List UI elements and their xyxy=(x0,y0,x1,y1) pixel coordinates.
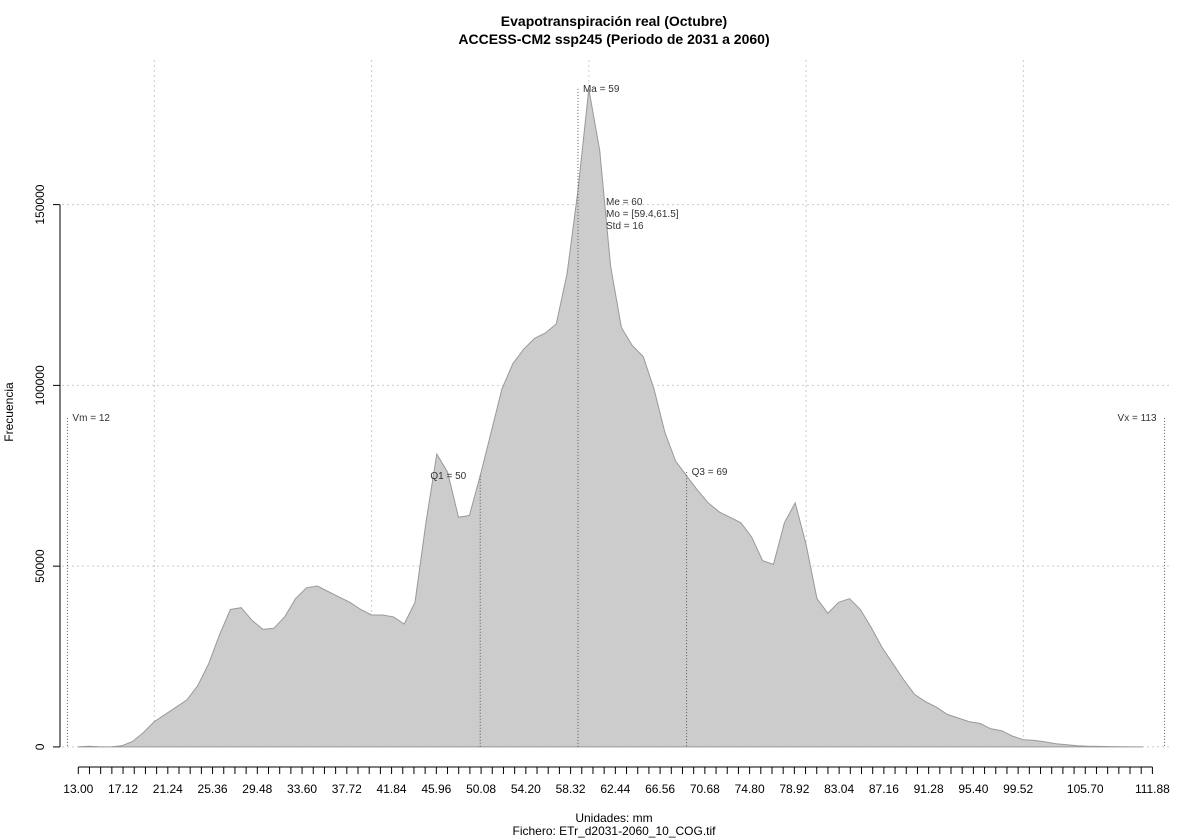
y-tick-label: 50000 xyxy=(33,549,47,583)
density-fill xyxy=(77,88,1145,748)
x-tick-label: 87.16 xyxy=(869,782,899,796)
stat-median: Me = 60 xyxy=(606,197,643,208)
y-tick-label: 150000 xyxy=(33,184,47,224)
y-tick-label: 100000 xyxy=(33,365,47,405)
reference-labels: Vm = 12 Q1 = 50 Ma = 59 Q3 = 69 Vx = 113 xyxy=(72,84,1157,482)
x-tick-label: 50.08 xyxy=(466,782,496,796)
chart-subtitle: ACCESS-CM2 ssp245 (Periodo de 2031 a 206… xyxy=(458,31,769,47)
x-tick-label: 83.04 xyxy=(824,782,854,796)
stat-mode: Mo = [59.4,61.5] xyxy=(606,209,679,220)
x-tick-label: 111.88 xyxy=(1135,782,1170,796)
x-tick-label: 33.60 xyxy=(287,782,317,796)
x-tick-label: 95.40 xyxy=(958,782,988,796)
x-tick-label: 78.92 xyxy=(779,782,809,796)
x-axis: 13.00 17.12 21.24 25.36 29.48 33.60 37.72 41.84… xyxy=(63,766,1170,796)
stat-std: Std = 16 xyxy=(606,221,644,232)
x-tick-label: 25.36 xyxy=(198,782,228,796)
reference-lines xyxy=(66,88,1166,747)
x-axis-label: Unidades: mm xyxy=(575,811,652,825)
x-tick-label: 62.44 xyxy=(600,782,630,796)
stats-box: Me = 60 Mo = [59.4,61.5] Std = 16 xyxy=(606,197,679,232)
y-axis-label: Frecuencia xyxy=(2,382,16,442)
reference-label: Q3 = 69 xyxy=(692,467,728,478)
x-tick-label: 21.24 xyxy=(153,782,183,796)
x-tick-label: 37.72 xyxy=(332,782,362,796)
y-axis: 0 50000 100000 150000 xyxy=(33,184,61,750)
x-tick-label: 70.68 xyxy=(690,782,720,796)
x-tick-label: 58.32 xyxy=(556,782,586,796)
x-tick-label: 41.84 xyxy=(377,782,407,796)
x-tick-label: 91.28 xyxy=(914,782,944,796)
chart-title: Evapotranspiración real (Octubre) xyxy=(501,13,727,29)
x-tick-label: 13.00 xyxy=(63,782,93,796)
x-tick-label: 99.52 xyxy=(1003,782,1033,796)
file-footer: Fichero: ETr_d2031-2060_10_COG.tif xyxy=(513,824,717,838)
x-tick-label: 54.20 xyxy=(511,782,541,796)
reference-label: Vx = 113 xyxy=(1118,413,1157,424)
x-tick-label: 105.70 xyxy=(1067,782,1104,796)
density-area xyxy=(77,88,1145,748)
reference-label: Vm = 12 xyxy=(72,413,110,424)
x-tick-label: 29.48 xyxy=(242,782,272,796)
x-tick-label: 45.96 xyxy=(421,782,451,796)
x-tick-label: 66.56 xyxy=(645,782,675,796)
y-tick-label: 0 xyxy=(33,743,47,750)
reference-label: Q1 = 50 xyxy=(430,471,466,482)
reference-label: Ma = 59 xyxy=(583,84,620,95)
x-tick-label: 74.80 xyxy=(735,782,765,796)
x-tick-label: 17.12 xyxy=(108,782,138,796)
